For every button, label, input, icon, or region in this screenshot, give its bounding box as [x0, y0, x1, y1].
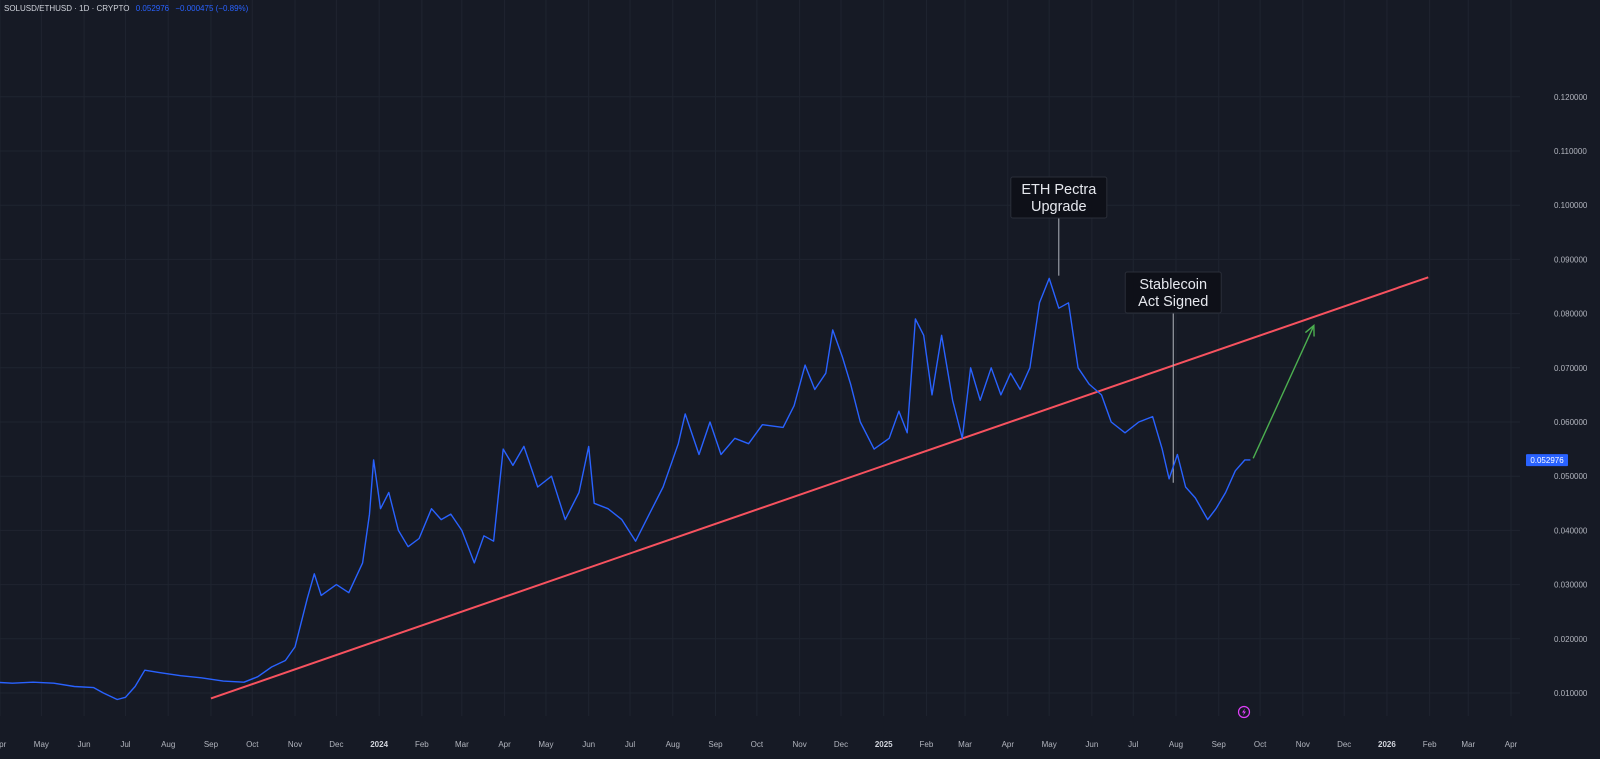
x-tick-label: Sep: [708, 740, 723, 749]
x-tick-label: Jul: [120, 740, 130, 749]
x-tick-label: 2024: [370, 740, 388, 749]
annotation-text: Stablecoin: [1139, 277, 1207, 293]
last-value-label: 0.052976: [135, 4, 170, 13]
series-layer: [0, 217, 1429, 701]
x-tick-label: Mar: [455, 740, 469, 749]
annotation-box: [1124, 271, 1222, 314]
symbol-label[interactable]: SOLUSD/ETHUSD · 1D · CRYPTO: [4, 4, 130, 13]
lightning-icon-bolt: [1242, 708, 1246, 716]
x-tick-label: Mar: [1461, 740, 1475, 749]
x-tick-label: Jul: [1128, 740, 1138, 749]
annotation-text: ETH Pectra: [1021, 182, 1097, 198]
x-tick-label: Feb: [1423, 740, 1437, 749]
symbol-header: SOLUSD/ETHUSD · 1D · CRYPTO 0.052976 −0.…: [4, 4, 248, 13]
lightning-icon[interactable]: [1237, 705, 1251, 719]
x-tick-label: 2026: [1378, 740, 1396, 749]
x-tick-label: Aug: [666, 740, 680, 749]
x-tick-label: Dec: [1337, 740, 1351, 749]
x-tick-label: May: [1042, 740, 1057, 749]
x-tick-label: Dec: [834, 740, 848, 749]
x-tick-label: Apr: [498, 740, 511, 749]
x-tick-label: Feb: [415, 740, 429, 749]
x-tick-label: Oct: [751, 740, 764, 749]
x-tick-label: Nov: [288, 740, 302, 749]
grid: [0, 0, 1520, 716]
annotation-text: Upgrade: [1031, 199, 1087, 215]
last-price-badge-text: 0.052976: [1530, 456, 1564, 465]
x-tick-label: Jun: [78, 740, 91, 749]
change-label: −0.000475 (−0.89%): [175, 4, 249, 13]
x-tick-label: Apr: [1505, 740, 1518, 749]
y-tick-label: 0.120000: [1554, 93, 1588, 102]
y-tick-label: 0.080000: [1554, 310, 1588, 319]
y-tick-label: 0.060000: [1554, 418, 1588, 427]
x-tick-label: Jun: [1085, 740, 1098, 749]
x-tick-label: Nov: [1296, 740, 1310, 749]
y-tick-label: 0.030000: [1554, 581, 1588, 590]
price-series-line: [0, 277, 1251, 701]
x-tick-label: Mar: [958, 740, 972, 749]
projection-arrow-shaft: [1252, 325, 1315, 459]
y-tick-label: 0.090000: [1554, 255, 1588, 264]
x-tick-label: May: [34, 740, 49, 749]
x-tick-label: Aug: [1169, 740, 1183, 749]
x-tick-label: Apr: [0, 740, 7, 749]
last-price-badge: 0.052976: [1526, 454, 1568, 467]
x-tick-label: Apr: [1002, 740, 1015, 749]
y-tick-label: 0.020000: [1554, 635, 1588, 644]
x-tick-label: Oct: [246, 740, 259, 749]
annotation-text: Act Signed: [1138, 294, 1208, 310]
axes: 0.120000 0.110000 0.100000 0.090000 0.080000…: [0, 93, 1588, 749]
y-tick-label: 0.100000: [1554, 201, 1588, 210]
annotation-box: [1010, 176, 1108, 219]
x-tick-label: Aug: [161, 740, 175, 749]
last-price-badge-bg: [1526, 454, 1568, 467]
y-tick-label: 0.070000: [1554, 364, 1588, 373]
x-tick-label: Sep: [204, 740, 219, 749]
lightning-icon-ring: [1237, 705, 1251, 719]
x-tick-label: Sep: [1212, 740, 1227, 749]
y-tick-label: 0.010000: [1554, 689, 1588, 698]
x-tick-label: Dec: [329, 740, 343, 749]
y-tick-label: 0.050000: [1554, 472, 1588, 481]
x-tick-label: Nov: [792, 740, 806, 749]
x-tick-label: May: [538, 740, 553, 749]
x-tick-label: 2025: [875, 740, 893, 749]
x-tick-label: Jul: [625, 740, 635, 749]
trend-line: [210, 276, 1429, 700]
projection-arrow-head: [1304, 324, 1315, 337]
x-tick-label: Feb: [920, 740, 934, 749]
y-tick-label: 0.110000: [1554, 147, 1587, 156]
x-tick-label: Oct: [1254, 740, 1267, 749]
x-tick-label: Jun: [582, 740, 595, 749]
y-tick-label: 0.040000: [1554, 526, 1588, 535]
